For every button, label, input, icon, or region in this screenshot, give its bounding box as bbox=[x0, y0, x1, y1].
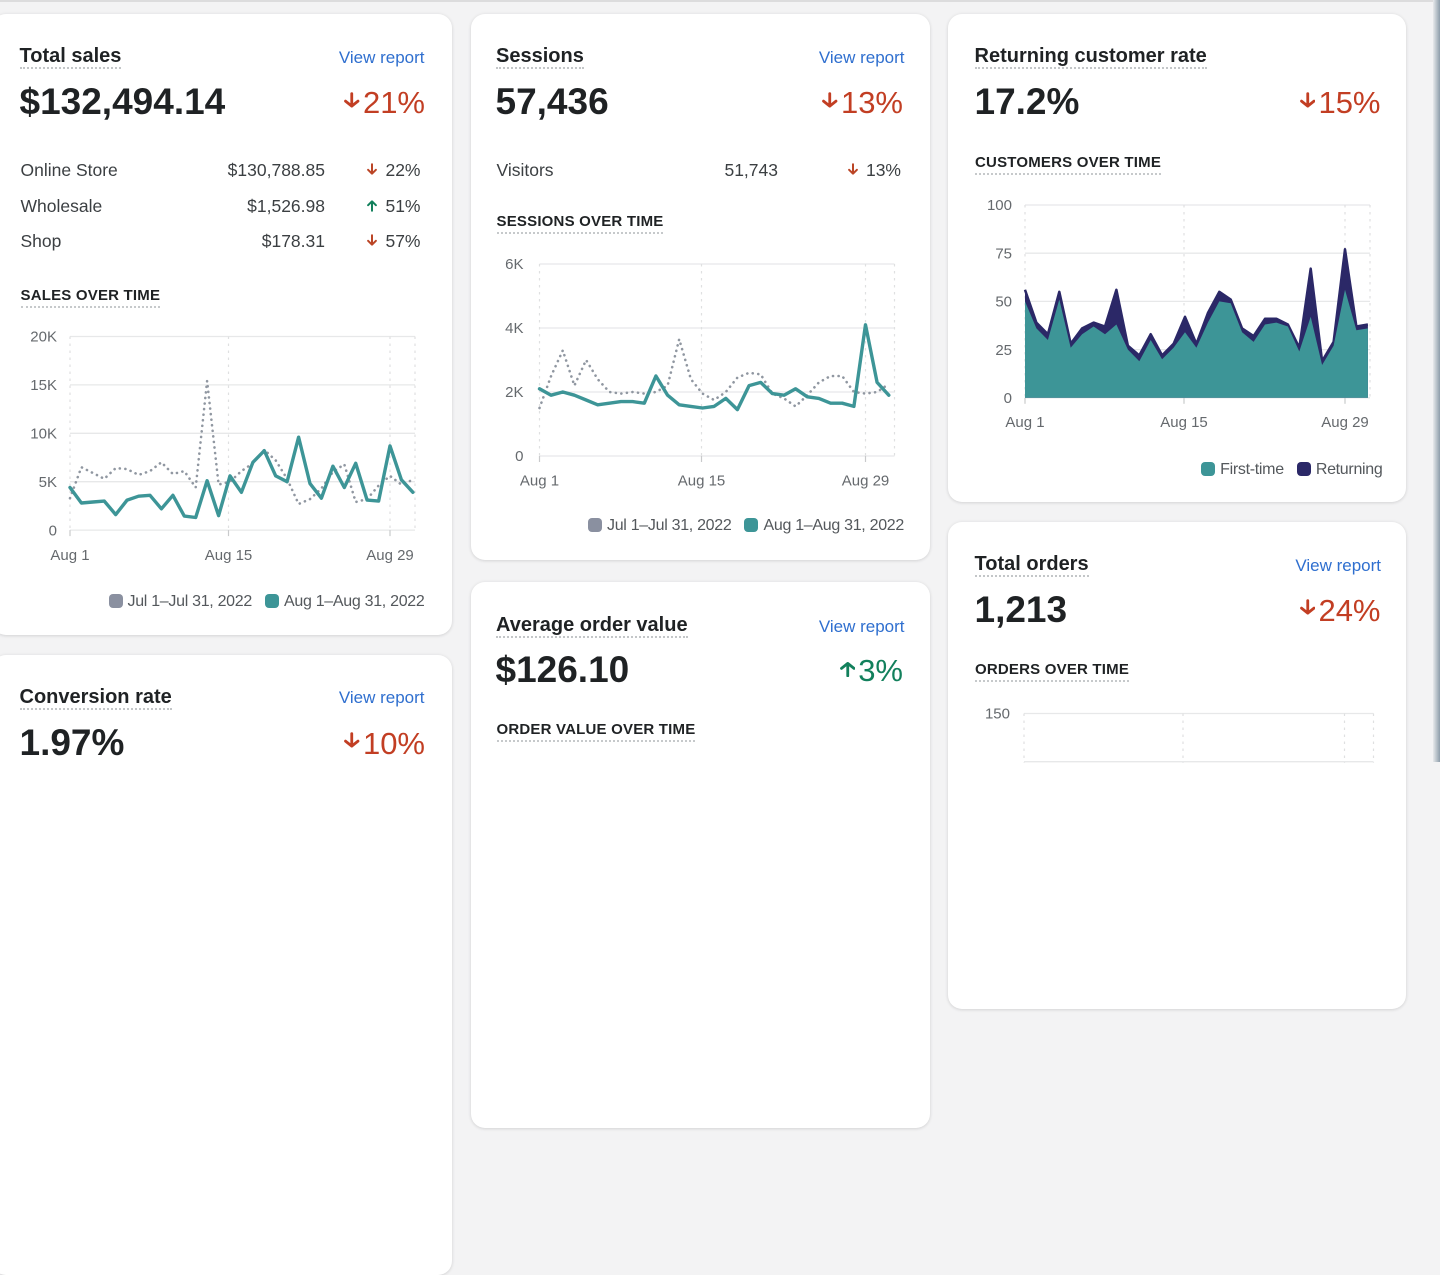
svg-text:5K: 5K bbox=[39, 474, 57, 491]
svg-text:20K: 20K bbox=[30, 329, 57, 346]
svg-text:0: 0 bbox=[1004, 390, 1012, 407]
svg-text:50: 50 bbox=[995, 294, 1012, 311]
svg-text:6K: 6K bbox=[505, 256, 523, 273]
svg-text:Aug 1: Aug 1 bbox=[50, 547, 89, 564]
svg-text:4K: 4K bbox=[505, 320, 523, 337]
svg-text:Aug 1: Aug 1 bbox=[519, 473, 558, 490]
svg-text:25: 25 bbox=[995, 342, 1012, 359]
svg-text:Aug 29: Aug 29 bbox=[841, 473, 889, 490]
svg-text:Aug 15: Aug 15 bbox=[205, 547, 253, 564]
svg-text:75: 75 bbox=[995, 245, 1012, 262]
svg-text:15K: 15K bbox=[30, 377, 57, 394]
svg-text:0: 0 bbox=[515, 448, 523, 465]
svg-text:Aug 29: Aug 29 bbox=[366, 547, 414, 564]
svg-text:10K: 10K bbox=[30, 426, 57, 443]
svg-text:Aug 1: Aug 1 bbox=[1005, 414, 1044, 431]
svg-text:0: 0 bbox=[49, 522, 57, 539]
svg-text:100: 100 bbox=[987, 197, 1012, 214]
svg-text:Aug 15: Aug 15 bbox=[1160, 414, 1208, 431]
svg-text:Aug 15: Aug 15 bbox=[677, 473, 725, 490]
svg-text:2K: 2K bbox=[505, 384, 523, 401]
svg-text:150: 150 bbox=[985, 705, 1010, 722]
svg-text:Aug 29: Aug 29 bbox=[1321, 414, 1369, 431]
